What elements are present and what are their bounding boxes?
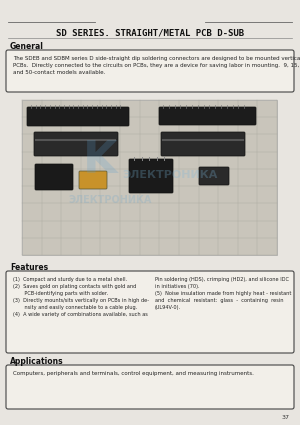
Bar: [22, 100, 277, 255]
FancyBboxPatch shape: [6, 365, 294, 409]
FancyBboxPatch shape: [6, 50, 294, 92]
Text: Pin soldering (HDS), crimping (HD2), and silicone IDC
in initiatives (70).
(5)  : Pin soldering (HDS), crimping (HD2), and…: [155, 277, 291, 310]
Text: Applications: Applications: [10, 357, 64, 366]
Text: ЭЛЕКТРОНИКА: ЭЛЕКТРОНИКА: [68, 195, 152, 205]
Text: Computers, peripherals and terminals, control equipment, and measuring instrumen: Computers, peripherals and terminals, co…: [13, 371, 254, 376]
Text: 37: 37: [282, 415, 290, 420]
Text: General: General: [10, 42, 44, 51]
FancyBboxPatch shape: [79, 171, 107, 189]
FancyBboxPatch shape: [161, 132, 245, 156]
Text: K: K: [83, 139, 117, 181]
Text: ЭЛЕКТРОНИКА: ЭЛЕКТРОНИКА: [122, 170, 218, 180]
FancyBboxPatch shape: [35, 164, 73, 190]
FancyBboxPatch shape: [159, 107, 256, 125]
Text: SD SERIES. STRAIGHT/METAL PCB D-SUB: SD SERIES. STRAIGHT/METAL PCB D-SUB: [56, 28, 244, 37]
FancyBboxPatch shape: [199, 167, 229, 185]
FancyBboxPatch shape: [27, 107, 129, 126]
FancyBboxPatch shape: [129, 159, 173, 193]
FancyBboxPatch shape: [6, 271, 294, 353]
Text: (1)  Compact and sturdy due to a metal shell.
(2)  Saves gold on plating contact: (1) Compact and sturdy due to a metal sh…: [13, 277, 149, 317]
Text: Features: Features: [10, 263, 48, 272]
FancyBboxPatch shape: [34, 132, 118, 156]
Text: The SDEB and SDBM series D side-straight dip soldering connectors are designed t: The SDEB and SDBM series D side-straight…: [13, 56, 300, 75]
